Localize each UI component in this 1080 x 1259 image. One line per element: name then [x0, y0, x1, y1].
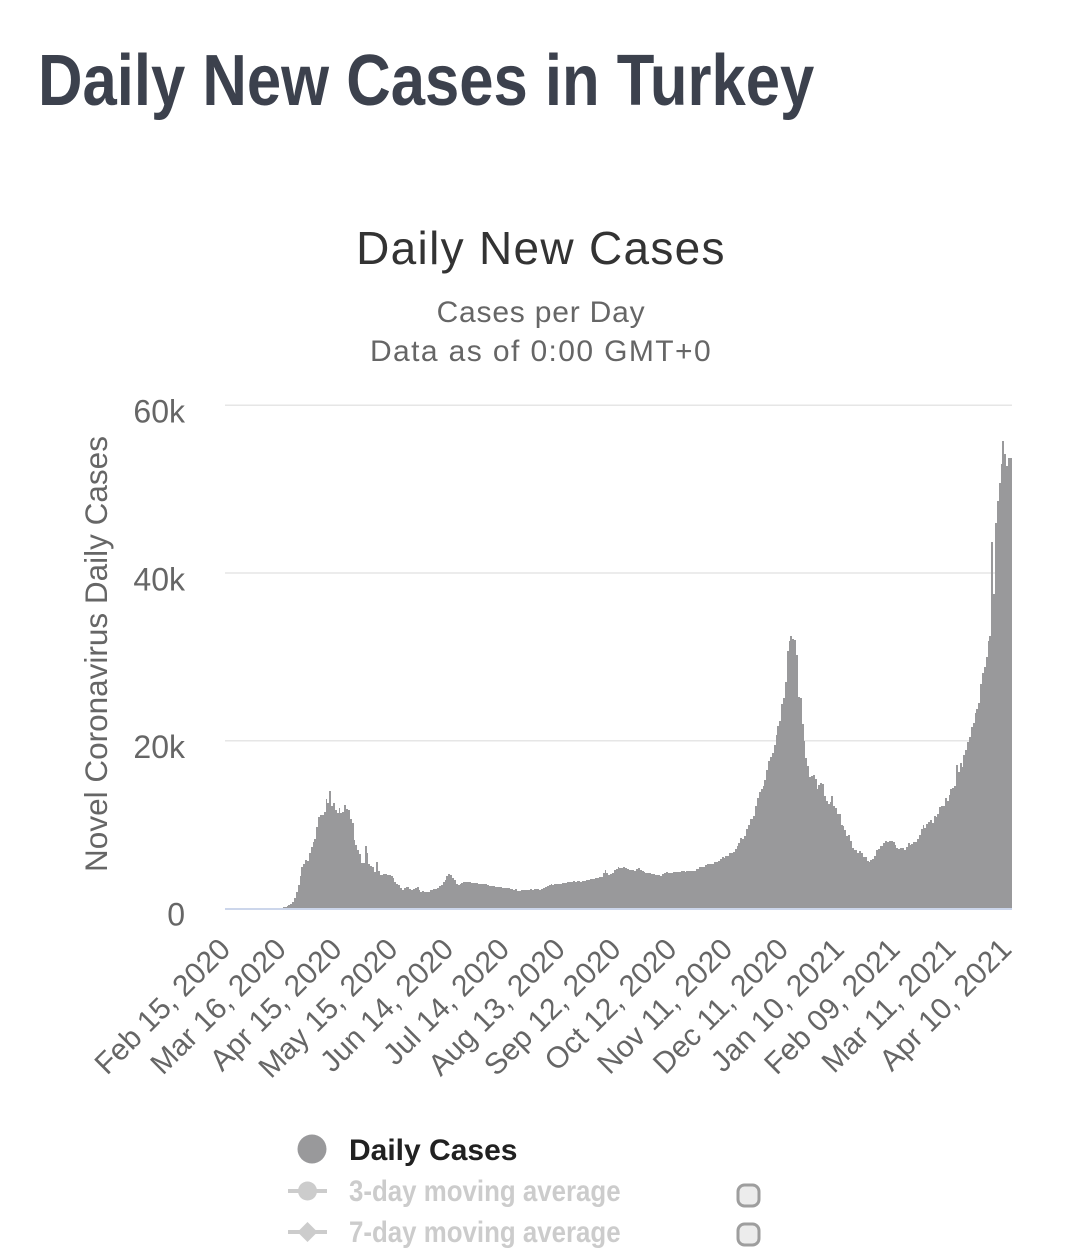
svg-text:Data as of 0:00 GMT+0: Data as of 0:00 GMT+0 [370, 335, 712, 368]
svg-text:Novel Coronavirus Daily Cases: Novel Coronavirus Daily Cases [78, 436, 114, 872]
svg-text:60k: 60k [133, 394, 186, 430]
svg-text:3-day moving average: 3-day moving average [349, 1174, 621, 1207]
svg-text:Daily New Cases: Daily New Cases [356, 222, 726, 274]
svg-text:0: 0 [167, 897, 185, 933]
svg-text:Daily Cases: Daily Cases [349, 1134, 517, 1167]
svg-text:Daily New Cases in Turkey: Daily New Cases in Turkey [38, 41, 814, 122]
svg-text:7-day moving average: 7-day moving average [349, 1215, 621, 1248]
svg-text:Cases per Day: Cases per Day [437, 296, 646, 329]
svg-text:40k: 40k [133, 561, 186, 597]
svg-text:20k: 20k [133, 729, 186, 765]
